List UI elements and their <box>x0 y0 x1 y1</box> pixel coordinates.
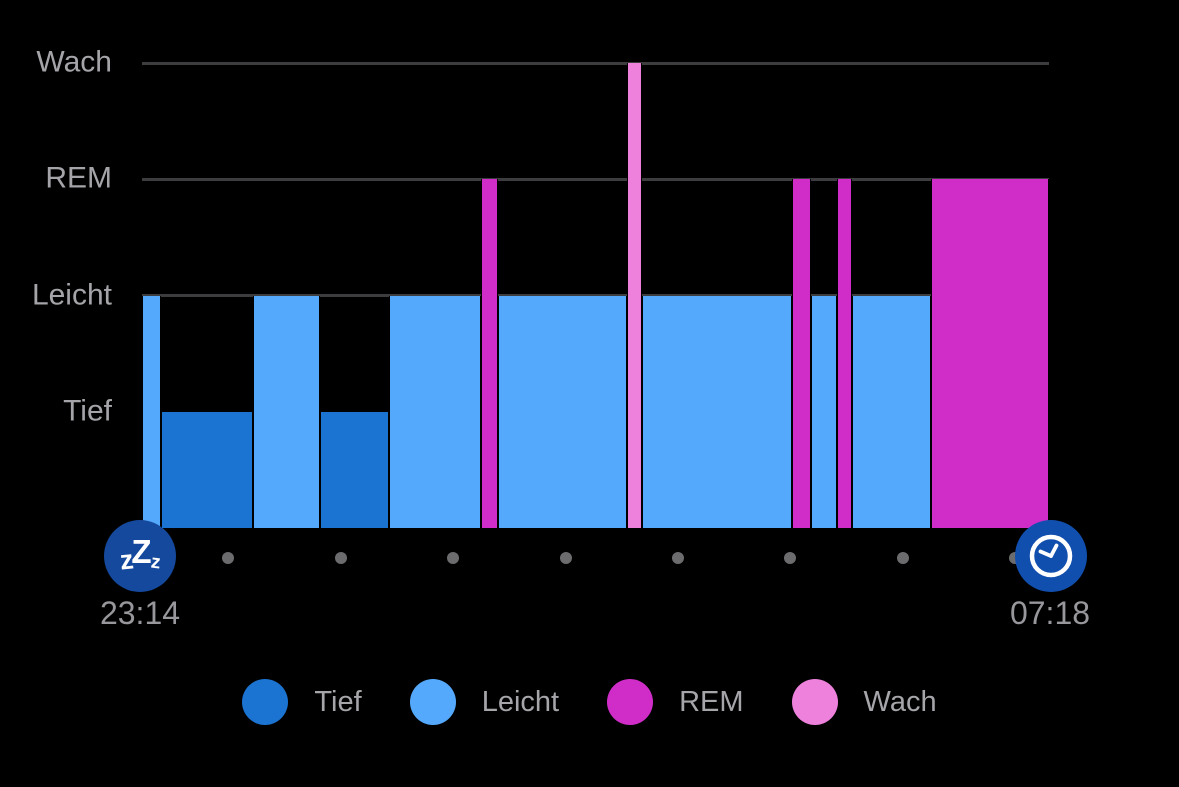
y-axis-label-rem: REM <box>45 161 112 195</box>
hour-tick-dot <box>222 552 235 564</box>
zzz-icon: z Z z <box>118 535 162 576</box>
hour-tick-dot <box>559 552 572 564</box>
legend-item-leicht: Leicht <box>409 679 560 725</box>
legend-color-dot-wach <box>791 679 838 725</box>
legend: Tief Leicht REM Wach <box>0 679 1179 725</box>
legend-label-tief: Tief <box>314 685 362 718</box>
sleep-segment-rem[interactable] <box>837 179 853 528</box>
sleep-start-marker: z Z z <box>104 520 176 592</box>
wake-time-marker <box>1015 520 1087 592</box>
sleep-segment-leicht[interactable] <box>252 295 321 528</box>
sleep-segment-leicht[interactable] <box>142 295 161 528</box>
gridline-rem <box>142 177 1049 181</box>
hour-tick-dot <box>671 552 684 564</box>
plot-area <box>142 61 1049 528</box>
legend-color-dot-leicht <box>409 679 456 725</box>
y-axis-label-leicht: Leicht <box>31 277 112 311</box>
sleep-segment-rem[interactable] <box>792 179 811 528</box>
sleep-segment-leicht[interactable] <box>642 295 793 528</box>
sleep-segment-leicht[interactable] <box>811 295 838 528</box>
sleep-segment-tief[interactable] <box>160 411 253 528</box>
clock-icon <box>1029 534 1073 578</box>
sleep-start-time: 23:14 <box>99 595 181 631</box>
legend-item-wach: Wach <box>791 679 937 725</box>
sleep-segment-rem[interactable] <box>930 179 1049 528</box>
legend-color-dot-rem <box>607 679 654 725</box>
gridline-wach <box>142 61 1049 65</box>
sleep-segment-leicht[interactable] <box>852 295 931 528</box>
legend-label-rem: REM <box>679 685 744 718</box>
legend-color-dot-tief <box>242 679 289 725</box>
sleep-segment-leicht[interactable] <box>498 295 628 528</box>
hour-tick-dot <box>784 552 797 564</box>
zzz-glyph: z <box>149 550 162 574</box>
wake-time: 07:18 <box>1009 595 1091 631</box>
y-axis-label-tief: Tief <box>63 394 112 428</box>
sleep-segment-leicht[interactable] <box>389 295 482 528</box>
legend-item-tief: Tief <box>242 679 362 725</box>
hour-tick-dot <box>447 552 460 564</box>
legend-label-wach: Wach <box>863 685 937 718</box>
y-axis-label-wach: Wach <box>36 45 112 79</box>
sleep-segment-rem[interactable] <box>481 179 499 528</box>
legend-item-rem: REM <box>607 679 744 725</box>
zzz-glyph: Z <box>131 532 152 570</box>
sleep-segment-tief[interactable] <box>320 411 390 528</box>
sleep-segment-wach[interactable] <box>627 63 643 528</box>
legend-label-leicht: Leicht <box>481 685 560 718</box>
hour-tick-dot <box>896 552 909 564</box>
hour-tick-dot <box>334 552 347 564</box>
